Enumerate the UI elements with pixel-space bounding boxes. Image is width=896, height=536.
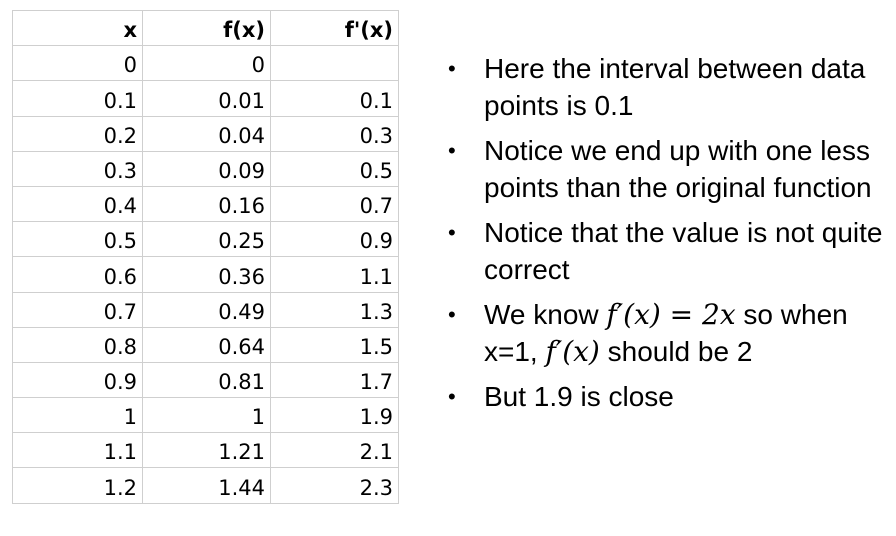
cell-x: 0.9 xyxy=(12,361,143,399)
bullet-dot-icon: • xyxy=(448,220,456,245)
cell-dfx: 0.9 xyxy=(270,221,399,258)
cell-x: 0.8 xyxy=(12,326,143,363)
table-row: 0.5 0.25 0.9 xyxy=(12,221,399,258)
bullet-item: • We know f′(x) = 2x so when x=1, f′(x) … xyxy=(446,296,886,370)
bullet-text: so when x=1, xyxy=(484,299,848,367)
bullet-dot-icon: • xyxy=(448,56,456,81)
table-header-row: x f(x) f'(x) xyxy=(12,9,399,47)
bullet-text: Notice that the value is not quite corre… xyxy=(484,217,883,285)
cell-fx: 0.64 xyxy=(142,326,271,363)
cell-x: 0.2 xyxy=(12,115,143,152)
table-row: 1.2 1.44 2.3 xyxy=(12,467,399,504)
bullet-text: Notice we end up with one less points th… xyxy=(484,135,872,203)
header-dfx: f'(x) xyxy=(270,9,399,47)
cell-dfx: 2.1 xyxy=(270,432,399,469)
cell-dfx: 0.5 xyxy=(270,150,399,187)
bullet-text: Here the interval between data points is… xyxy=(484,53,866,121)
cell-dfx: 0.7 xyxy=(270,185,399,223)
cell-dfx: 1.3 xyxy=(270,291,399,328)
bullet-text: We know xyxy=(484,299,607,330)
cell-x: 0.6 xyxy=(12,256,143,293)
table-row: 0.4 0.16 0.7 xyxy=(12,185,399,223)
cell-fx: 0.49 xyxy=(142,291,271,328)
bullet-text: should be 2 xyxy=(599,336,753,367)
cell-fx: 0 xyxy=(142,45,271,82)
cell-dfx: 1.5 xyxy=(270,326,399,363)
table-row: 0.9 0.81 1.7 xyxy=(12,361,399,399)
cell-dfx: 0.3 xyxy=(270,115,399,152)
cell-x: 0.7 xyxy=(12,291,143,328)
cell-x: 0.3 xyxy=(12,150,143,187)
cell-fx: 0.16 xyxy=(142,185,271,223)
table-row: 0.6 0.36 1.1 xyxy=(12,256,399,293)
table-row: 1.1 1.21 2.1 xyxy=(12,432,399,469)
bullet-text: But 1.9 is close xyxy=(484,381,674,412)
cell-fx: 1.44 xyxy=(142,467,271,504)
derivative-symbol: f′(x) xyxy=(545,335,600,368)
bullet-list: • Here the interval between data points … xyxy=(446,50,886,446)
bullet-item: • Here the interval between data points … xyxy=(446,50,886,124)
cell-x: 0.4 xyxy=(12,185,143,223)
cell-dfx: 1.1 xyxy=(270,256,399,293)
bullet-dot-icon: • xyxy=(448,384,456,409)
cell-x: 1.2 xyxy=(12,467,143,504)
cell-fx: 0.81 xyxy=(142,361,271,399)
table-row: 1 1 1.9 xyxy=(12,397,399,434)
bullet-dot-icon: • xyxy=(448,302,456,327)
cell-dfx: 1.9 xyxy=(270,397,399,434)
bullet-item: • Notice we end up with one less points … xyxy=(446,132,886,206)
cell-x: 0 xyxy=(12,45,143,82)
cell-x: 0.5 xyxy=(12,221,143,258)
bullet-dot-icon: • xyxy=(448,138,456,163)
cell-x: 0.1 xyxy=(12,80,143,117)
cell-fx: 0.01 xyxy=(142,80,271,117)
cell-fx: 0.36 xyxy=(142,256,271,293)
table-row: 0.7 0.49 1.3 xyxy=(12,291,399,328)
cell-dfx: 2.3 xyxy=(270,467,399,504)
table-row: 0.3 0.09 0.5 xyxy=(12,150,399,187)
bullet-item: • Notice that the value is not quite cor… xyxy=(446,214,886,288)
derivative-formula: f′(x) = 2x xyxy=(606,298,736,331)
cell-fx: 1.21 xyxy=(142,432,271,469)
cell-x: 1 xyxy=(12,397,143,434)
cell-dfx: 1.7 xyxy=(270,361,399,399)
cell-dfx: 0.1 xyxy=(270,80,399,117)
cell-fx: 0.04 xyxy=(142,115,271,152)
bullet-item: • But 1.9 is close xyxy=(446,378,886,415)
cell-fx: 0.25 xyxy=(142,221,271,258)
cell-fx: 1 xyxy=(142,397,271,434)
cell-dfx xyxy=(270,45,399,82)
cell-x: 1.1 xyxy=(12,432,143,469)
header-x: x xyxy=(12,9,143,47)
table-row: 0.8 0.64 1.5 xyxy=(12,326,399,363)
table-row: 0.1 0.01 0.1 xyxy=(12,80,399,117)
header-fx: f(x) xyxy=(142,9,271,47)
table-row: 0.2 0.04 0.3 xyxy=(12,115,399,152)
cell-fx: 0.09 xyxy=(142,150,271,187)
